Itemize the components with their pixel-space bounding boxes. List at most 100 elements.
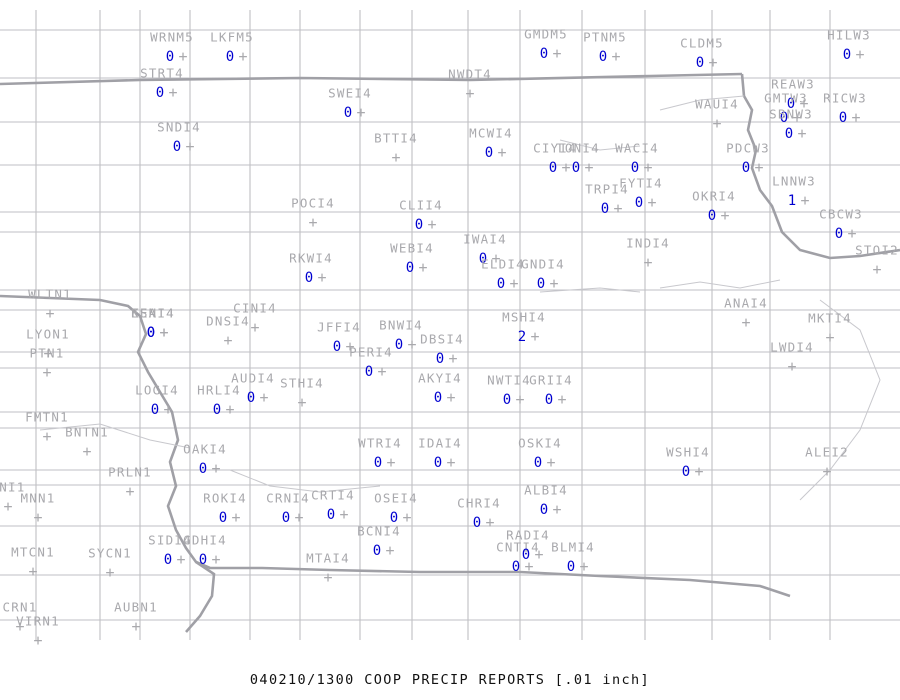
station-id-label: OAKI4 — [183, 441, 227, 457]
precip-value: 0 — [405, 260, 415, 276]
station-id-label: GDHI4 — [183, 532, 227, 548]
station-marker-plus-icon: + — [546, 453, 556, 472]
station-id-label: WAUI4 — [695, 96, 739, 112]
precip-value: 0 — [146, 325, 156, 341]
precip-value: 0 — [218, 510, 228, 526]
station-id-label: GMTW3 — [764, 90, 808, 106]
station-marker-plus-icon: + — [418, 258, 428, 277]
station-id-label: SIDI4 — [148, 532, 192, 548]
precip-value: 0 — [343, 105, 353, 121]
station-marker-plus-icon: + — [28, 562, 38, 581]
station-marker-plus-icon: + — [211, 459, 221, 478]
station-marker-plus-icon: + — [549, 274, 559, 293]
station-marker-plus-icon: + — [754, 158, 764, 177]
station-id-label: INDI4 — [626, 235, 670, 251]
station-id-label: PERI4 — [349, 344, 393, 360]
station-id-label: SBNW3 — [769, 106, 813, 122]
station-marker-plus-icon: + — [159, 323, 169, 342]
station-id-label: WEBI4 — [390, 240, 434, 256]
station-marker-plus-icon: + — [3, 497, 13, 516]
precip-value: 0 — [544, 392, 554, 408]
station-marker-plus-icon: + — [125, 482, 135, 501]
station-id-label: LWDI4 — [770, 339, 814, 355]
precip-value: 0 — [472, 515, 482, 531]
station-marker-plus-icon: + — [176, 550, 186, 569]
precip-value: 0 — [304, 270, 314, 286]
station-marker-plus-icon: + — [822, 462, 832, 481]
precip-value: 0 — [533, 455, 543, 471]
station-marker-plus-icon: + — [584, 158, 594, 177]
station-id-label: ANAI4 — [724, 295, 768, 311]
station-id-label: IDAI4 — [418, 435, 462, 451]
station-id-label: NWDT4 — [448, 66, 492, 82]
precip-value: 0 — [372, 543, 382, 559]
station-id-label: LOGI4 — [135, 382, 179, 398]
precip-value: 0 — [695, 55, 705, 71]
station-marker-plus-icon: + — [613, 199, 623, 218]
station-marker-plus-icon: + — [787, 357, 797, 376]
station-id-label: PDCW3 — [726, 140, 770, 156]
precip-value: 0 — [155, 85, 165, 101]
station-marker-plus-icon: + — [45, 304, 55, 323]
station-marker-plus-icon: + — [524, 557, 534, 576]
precip-value: 0 — [634, 195, 644, 211]
precip-value: 0 — [414, 217, 424, 233]
station-id-label: MSHI4 — [502, 309, 546, 325]
station-marker-plus-icon: + — [530, 327, 540, 346]
station-marker-plus-icon: + — [446, 388, 456, 407]
station-marker-plus-icon: + — [855, 45, 865, 64]
station-marker-plus-icon: + — [339, 505, 349, 524]
precip-value: 0 — [478, 251, 488, 267]
station-id-label: HILW3 — [827, 27, 871, 43]
station-marker-plus-icon: + — [427, 215, 437, 234]
station-id-label: HRLI4 — [197, 382, 241, 398]
station-marker-plus-icon: + — [211, 550, 221, 569]
station-id-label: RADI4 — [506, 527, 550, 543]
station-id-label: PTNM5 — [583, 29, 627, 45]
station-id-label: MKTI4 — [808, 310, 852, 326]
station-marker-plus-icon: + — [386, 453, 396, 472]
station-marker-plus-icon: + — [231, 508, 241, 527]
station-id-label: POCI4 — [291, 195, 335, 211]
station-marker-plus-icon: + — [33, 631, 43, 650]
map-title: 040210/1300 COOP PRECIP REPORTS [.01 inc… — [249, 672, 651, 688]
station-marker-plus-icon: + — [485, 513, 495, 532]
station-id-label: IWAI4 — [463, 231, 507, 247]
station-id-label: CNTI4 — [496, 539, 540, 555]
station-marker-plus-icon: + — [720, 206, 730, 225]
station-marker-plus-icon: + — [356, 103, 366, 122]
precip-value: 0 — [165, 49, 175, 65]
station-marker-plus-icon: + — [872, 260, 882, 279]
station-id-label: CLDM5 — [680, 35, 724, 51]
station-id-label: BTTI4 — [374, 130, 418, 146]
station-id-label: STHI4 — [280, 375, 324, 391]
station-marker-plus-icon: + — [391, 148, 401, 167]
station-marker-plus-icon: + — [741, 313, 751, 332]
precip-value: 2 — [517, 329, 527, 345]
precip-value: 0 — [681, 464, 691, 480]
station-id-label: CRTI4 — [311, 487, 355, 503]
station-id-label: MTAI4 — [306, 550, 350, 566]
station-marker-plus-icon: + — [15, 617, 25, 636]
station-id-label: STRT4 — [140, 65, 184, 81]
precip-value: 0 — [435, 351, 445, 367]
station-marker-plus-icon: + — [643, 158, 653, 177]
precip-value: 0 — [548, 160, 558, 176]
station-marker-plus-icon: + — [42, 427, 52, 446]
precip-value: 0 — [502, 392, 512, 408]
station-id-label: TONI4 — [556, 140, 600, 156]
precip-value: 0 — [433, 455, 443, 471]
station-marker-plus-icon: + — [43, 344, 53, 363]
station-id-label: GRII4 — [529, 372, 573, 388]
station-id-label: CLII4 — [399, 197, 443, 213]
precip-value: 0 — [741, 160, 751, 176]
station-marker-plus-icon: + — [178, 47, 188, 66]
precip-value: 0 — [225, 49, 235, 65]
station-marker-plus-icon: + — [402, 508, 412, 527]
station-marker-plus-icon: + — [317, 268, 327, 287]
station-id-label: REAW3 — [771, 76, 815, 92]
station-id-label: KENI4 — [131, 305, 175, 321]
station-id-label: CRNI4 — [266, 490, 310, 506]
precip-value: 0 — [598, 49, 608, 65]
